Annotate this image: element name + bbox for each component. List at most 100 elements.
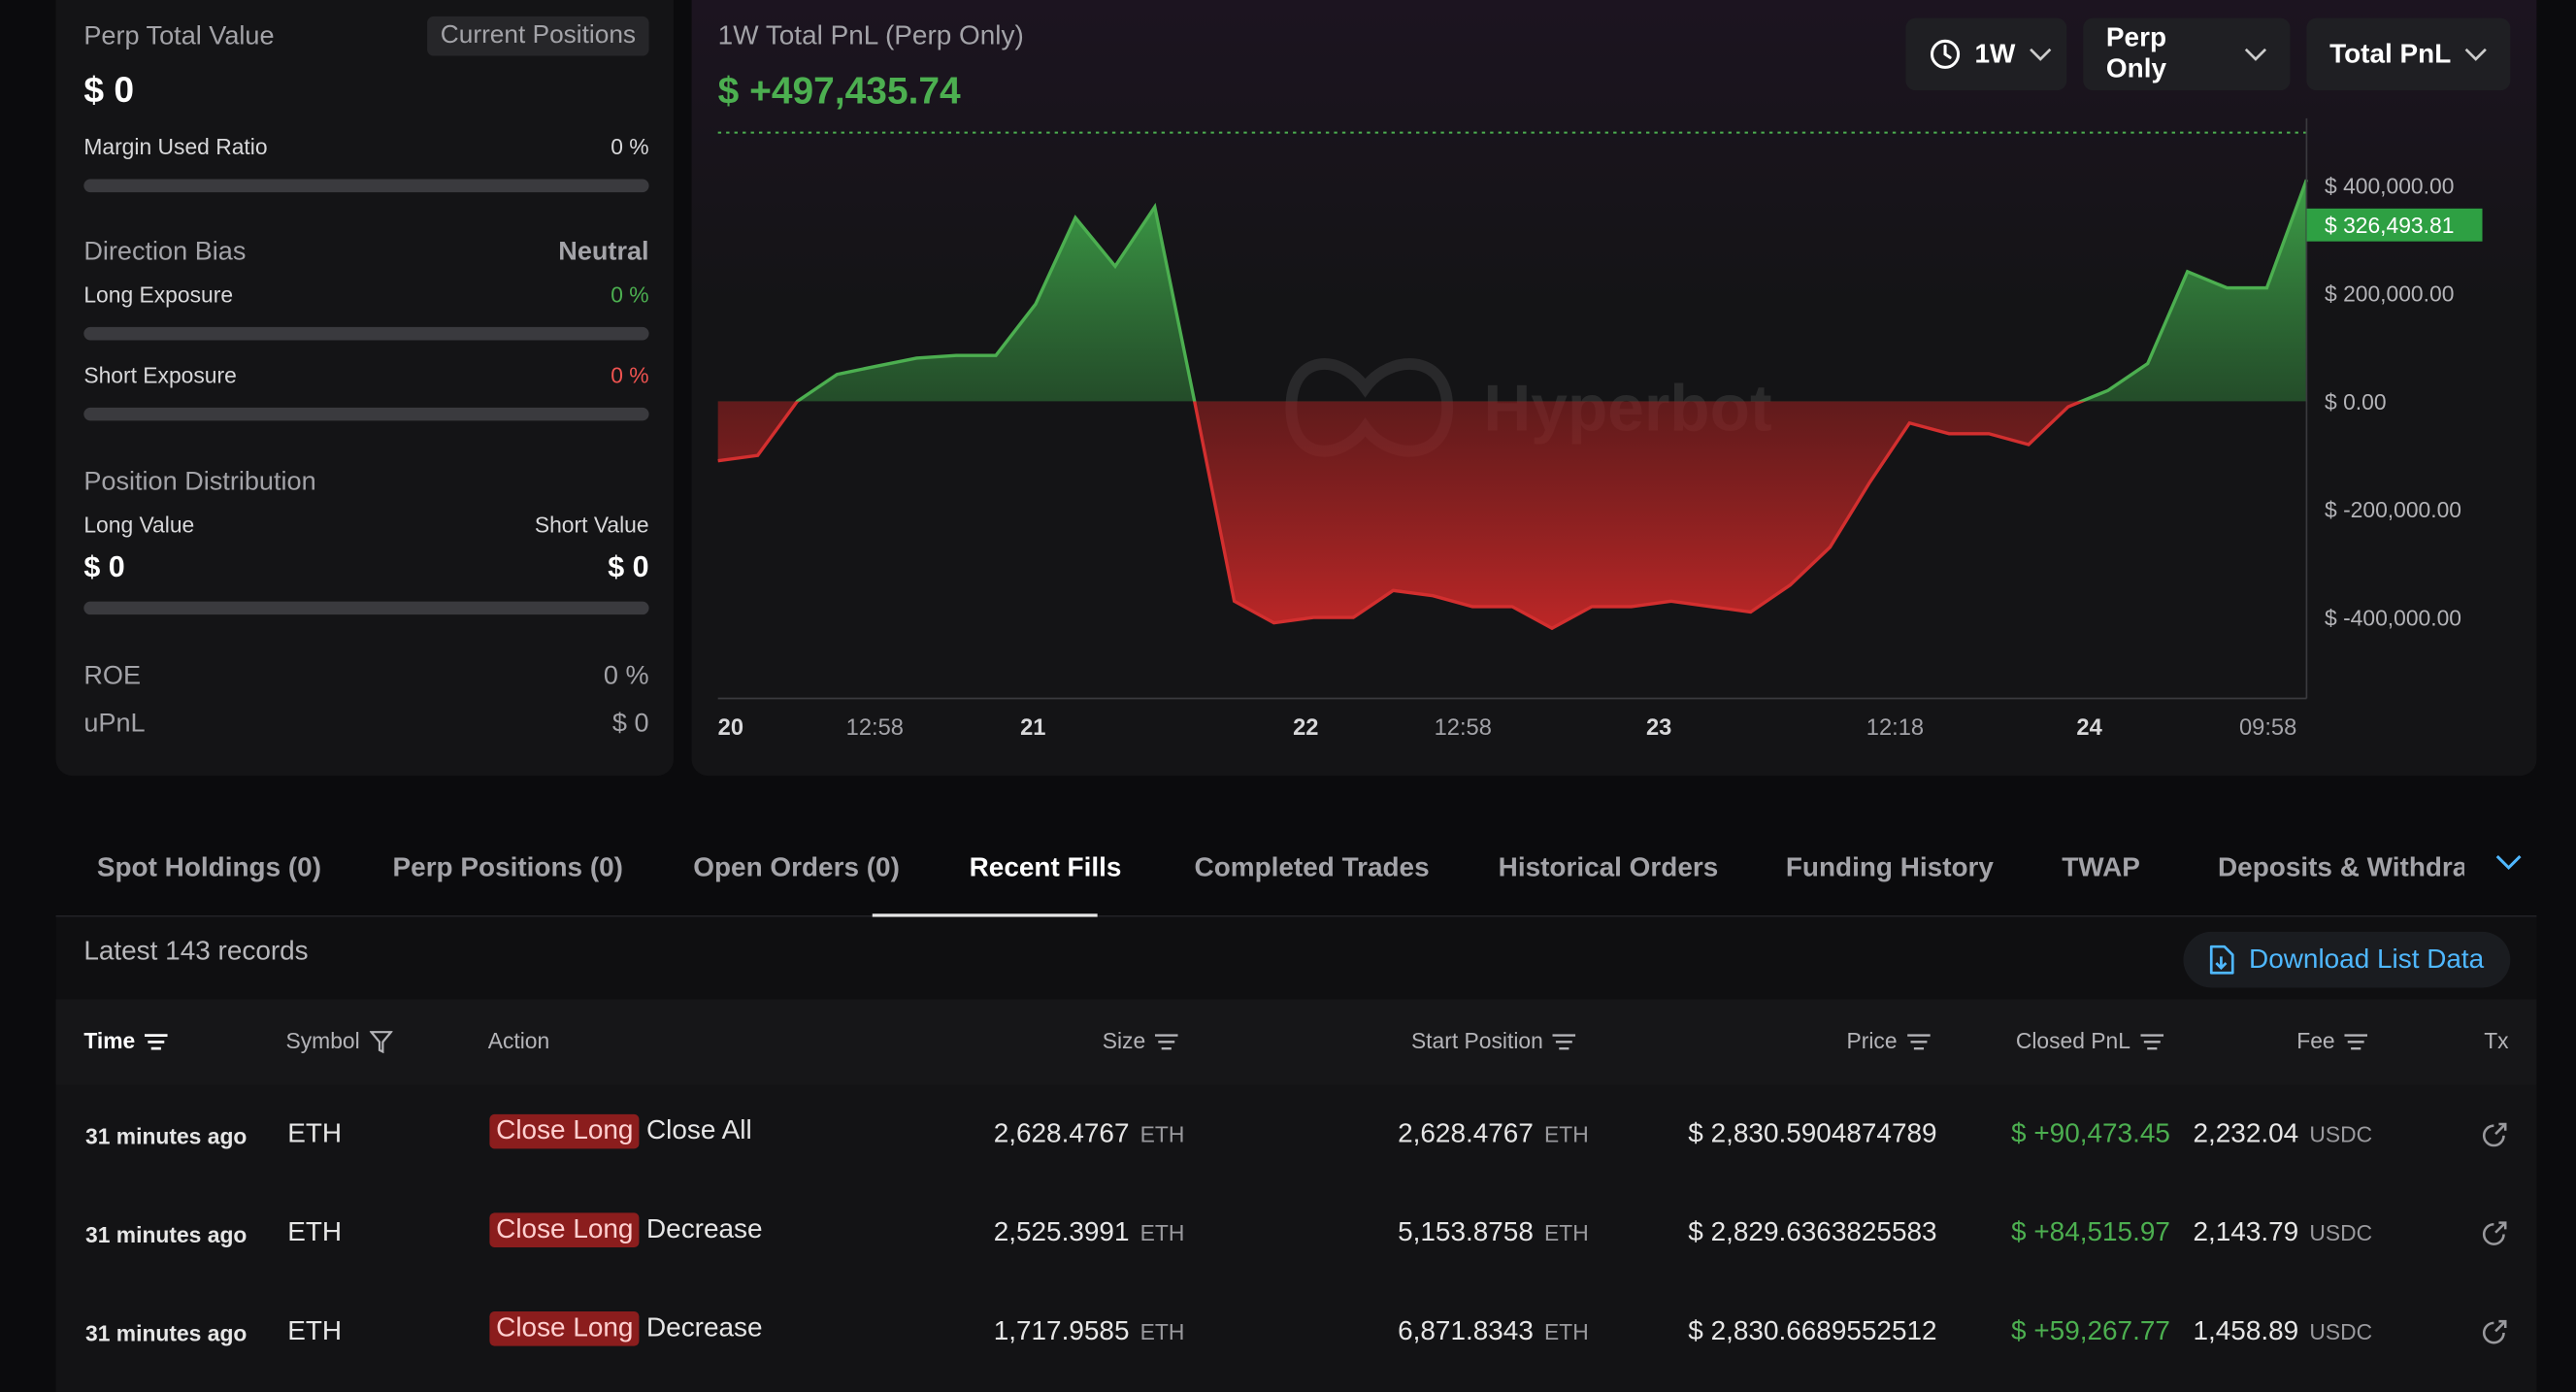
tab-deposits-withdraw[interactable]: Deposits & Withdraw [2218,852,2464,883]
short-exposure-bar [83,407,649,421]
external-link-icon[interactable] [2479,1121,2508,1150]
filter-icon[interactable] [369,1030,393,1053]
long-value-label: Long Value [83,513,195,538]
th-size[interactable]: Size [1103,1029,1179,1053]
row-start-unit: ETH [1544,1122,1589,1147]
tab-recent-fills[interactable]: Recent Fills [969,852,1122,883]
action-badge: Close Long [489,1113,641,1149]
sort-icon[interactable] [1553,1031,1576,1050]
range-dropdown[interactable]: 1W [1905,17,2067,91]
row-symbol[interactable]: ETH [287,1316,343,1346]
pnl-chart: Hyperbot $ 400,000.00$ 200,000.00$ 0.00$… [717,117,2483,741]
long-exposure-label: Long Exposure [83,282,234,308]
y-tick-label: $ -400,000.00 [2325,606,2461,631]
short-exposure-label: Short Exposure [83,363,237,388]
y-tick-label: $ 200,000.00 [2325,282,2454,307]
chevron-down-icon [2464,48,2487,61]
short-exposure-value: 0 % [611,363,649,388]
row-closed-pnl: $ +84,515.97 [2011,1217,2170,1247]
row-action: Close Long Decrease [489,1311,763,1346]
th-symbol[interactable]: Symbol [286,1029,393,1053]
x-tick-label: 12:58 [846,715,904,741]
perp-total-value: $ 0 [83,69,135,111]
external-link-icon[interactable] [2479,1219,2508,1248]
sort-icon[interactable] [145,1031,169,1050]
row-fee: 2,143.79 USDC [2193,1218,2372,1249]
x-tick-label: 12:18 [1866,715,1924,741]
chevron-down-icon [2029,48,2051,61]
long-exposure-bar [83,326,649,341]
th-time[interactable]: Time [83,1029,169,1053]
action-detail: Decrease [646,1214,763,1244]
upnl-value: $ 0 [611,710,649,739]
x-tick-label: 24 [2076,715,2102,741]
y-tick-label: $ -200,000.00 [2325,497,2461,522]
row-fee-unit: USDC [2309,1319,2373,1344]
th-tx: Tx [2484,1029,2508,1053]
pnl-area-negative [717,401,2082,629]
pnl-chart-panel: Hyperbot $ 400,000.00$ 200,000.00$ 0.00$… [691,0,2537,777]
row-size: 2,525.3991 ETH [994,1218,1185,1249]
sort-icon[interactable] [1155,1031,1179,1050]
long-value: $ 0 [83,550,125,584]
margin-used-ratio-label: Margin Used Ratio [83,134,268,160]
metric-dropdown[interactable]: Total PnL [2306,17,2511,91]
row-fee-value: 2,232.04 [2193,1118,2299,1149]
tab-spot-holdings[interactable]: Spot Holdings (0) [96,852,322,883]
action-detail: Close All [646,1115,752,1146]
current-positions-chip[interactable]: Current Positions [427,16,649,56]
table-row[interactable]: 31 minutes ago ETH Close Long Close All 2… [56,1086,2537,1185]
tab-historical-orders[interactable]: Historical Orders [1498,852,1719,883]
x-tick-label: 12:58 [1435,715,1492,741]
table-row[interactable]: 31 minutes ago ETH Close Long Decrease 2,… [56,1185,2537,1284]
th-closed-pnl[interactable]: Closed PnL [2016,1029,2163,1053]
row-fee: 1,458.89 USDC [2193,1316,2372,1347]
sort-icon[interactable] [2344,1031,2368,1050]
th-start-position[interactable]: Start Position [1411,1029,1576,1053]
upnl-label: uPnL [83,710,146,739]
table-row[interactable]: 31 minutes ago ETH Close Long Decrease 1,… [56,1283,2537,1382]
row-symbol[interactable]: ETH [287,1217,343,1247]
download-list-button[interactable]: Download List Data [2183,931,2511,988]
row-start-position: 5,153.8758 ETH [1398,1218,1589,1249]
row-start-value: 6,871.8343 [1398,1316,1534,1346]
row-size-value: 1,717.9585 [993,1316,1130,1346]
perp-summary-panel: Perp Total Value Current Positions $ 0 M… [55,0,674,777]
tab-funding-history[interactable]: Funding History [1785,852,1994,883]
short-value: $ 0 [608,550,649,584]
perp-total-value-label: Perp Total Value [83,22,275,51]
row-start-unit: ETH [1544,1319,1589,1344]
margin-used-ratio-bar [83,179,649,193]
tab-perp-positions[interactable]: Perp Positions (0) [392,852,623,883]
row-action: Close Long Decrease [489,1212,763,1247]
tabs-more-chevron-icon[interactable] [2493,851,2523,871]
active-tab-underline [872,913,1098,917]
table-header: Time Symbol Action Size Start Position P… [55,999,2537,1085]
th-fee-label: Fee [2296,1028,2335,1054]
position-distribution-label: Position Distribution [83,468,316,497]
row-fee-unit: USDC [2309,1122,2373,1147]
sort-icon[interactable] [1906,1031,1931,1050]
sort-icon[interactable] [2140,1031,2163,1050]
row-price: $ 2,830.5904874789 [1688,1118,1937,1149]
tab-completed-trades[interactable]: Completed Trades [1194,852,1430,883]
download-file-icon [2209,945,2234,975]
th-fee[interactable]: Fee [2296,1028,2368,1054]
row-symbol[interactable]: ETH [287,1118,343,1149]
scope-dropdown[interactable]: Perp Only [2083,17,2291,91]
pnl-line-positive [795,179,2308,402]
pnl-line-negative [717,401,2086,631]
row-size: 2,628.4767 ETH [994,1119,1185,1150]
margin-used-ratio-value: 0 % [611,134,649,160]
external-link-icon[interactable] [2479,1318,2508,1347]
row-fee-unit: USDC [2309,1220,2373,1246]
tab-twap[interactable]: TWAP [2062,852,2140,883]
y-tick-label: $ 400,000.00 [2325,173,2454,198]
fills-table: Time Symbol Action Size Start Position P… [55,999,2537,1392]
th-action: Action [488,1029,550,1053]
th-tx-label: Tx [2484,1028,2509,1054]
th-price[interactable]: Price [1846,1028,1931,1054]
th-price-label: Price [1846,1028,1898,1054]
tab-open-orders[interactable]: Open Orders (0) [693,852,900,883]
current-value-marker [2306,208,2483,242]
